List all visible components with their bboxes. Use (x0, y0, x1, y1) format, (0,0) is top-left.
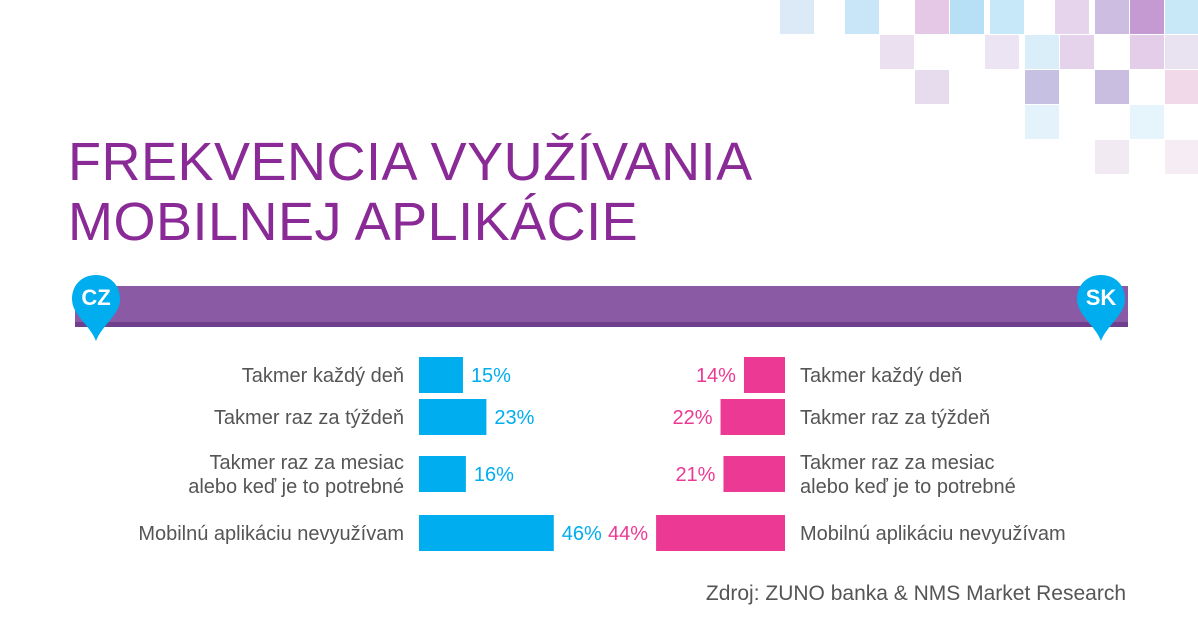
decorative-square (880, 35, 914, 69)
cz-category-label: alebo keď je to potrebné (188, 476, 404, 498)
sk-category-label: alebo keď je to potrebné (800, 476, 1016, 498)
map-pin-icon (1077, 275, 1125, 341)
cz-label: CZ (81, 285, 111, 310)
decorative-pixel-pattern (780, 0, 1198, 174)
decorative-square (1165, 35, 1198, 69)
cz-value-label: 46% (562, 523, 602, 545)
decorative-square (1055, 0, 1089, 34)
cz-category-label: Takmer každý deň (242, 365, 404, 387)
decorative-square (780, 0, 814, 34)
cz-category-label: Takmer raz za týždeň (214, 407, 404, 429)
decorative-square (1130, 105, 1164, 139)
sk-label: SK (1085, 285, 1117, 310)
decorative-square (1095, 70, 1129, 104)
decorative-square (1095, 0, 1129, 34)
decorative-square (1025, 70, 1059, 104)
sk-category-label: Mobilnú aplikáciu nevyužívam (800, 523, 1066, 545)
decorative-square (1130, 35, 1164, 69)
decorative-square (915, 70, 949, 104)
chart-row: 16% 21% Takmer raz za mesiac Takmer raz za … (188, 452, 1016, 498)
chart-row: 15% 14% Takmer každý deň Takmer každý deň (242, 357, 962, 393)
sk-value-label: 21% (675, 464, 715, 486)
decorative-square (950, 0, 984, 34)
cz-bar (419, 399, 487, 435)
decorative-square (1165, 140, 1198, 174)
decorative-square (1095, 140, 1129, 174)
cz-value-label: 23% (494, 407, 534, 429)
sk-value-label: 14% (696, 365, 736, 387)
cz-category-label: Takmer raz za mesiac (210, 452, 405, 474)
chart-row: 46% 44% Mobilnú aplikáciu nevyužívam Mobiln… (138, 515, 1066, 551)
title-line-1: FREKVENCIA VYUŽÍVANIA (68, 132, 753, 192)
sk-category-label: Takmer raz za týždeň (800, 407, 990, 429)
page-title: FREKVENCIA VYUŽÍVANIA MOBILNEJ APLIKÁCIE (68, 132, 753, 252)
decorative-square (1025, 105, 1059, 139)
decorative-square (1165, 0, 1198, 34)
decorative-square (1060, 35, 1094, 69)
sk-bar (720, 399, 785, 435)
sk-value-label: 44% (608, 523, 648, 545)
title-line-2: MOBILNEJ APLIKÁCIE (68, 192, 639, 252)
cz-value-label: 15% (471, 365, 511, 387)
sk-location-pin: SK (1075, 273, 1127, 343)
sk-bar (743, 357, 785, 393)
cz-category-label: Mobilnú aplikáciu nevyužívam (138, 523, 404, 545)
cz-location-pin: CZ (70, 273, 122, 343)
sk-category-label: Takmer každý deň (800, 365, 962, 387)
sk-bar (656, 515, 785, 551)
cz-bar (419, 456, 466, 492)
decorative-square (1130, 0, 1164, 34)
chart-row: 23% 22% Takmer raz za týždeň Takmer raz za … (214, 399, 990, 435)
decorative-square (845, 0, 879, 34)
map-pin-icon (72, 275, 120, 341)
cz-bar (419, 357, 463, 393)
sk-category-label: Takmer raz za mesiac (800, 452, 995, 474)
timeline-bar (75, 286, 1128, 327)
cz-bar (419, 515, 554, 551)
frequency-chart: 15% 14% Takmer každý deň Takmer každý deň 23… (138, 357, 1066, 551)
sk-value-label: 22% (673, 407, 713, 429)
decorative-square (985, 35, 1019, 69)
cz-value-label: 16% (474, 464, 514, 486)
sk-bar (723, 456, 785, 492)
decorative-square (990, 0, 1024, 34)
decorative-square (1025, 35, 1059, 69)
decorative-square (1165, 70, 1198, 104)
source-note: Zdroj: ZUNO banka & NMS Market Research (705, 582, 1126, 605)
decorative-square (915, 0, 949, 34)
